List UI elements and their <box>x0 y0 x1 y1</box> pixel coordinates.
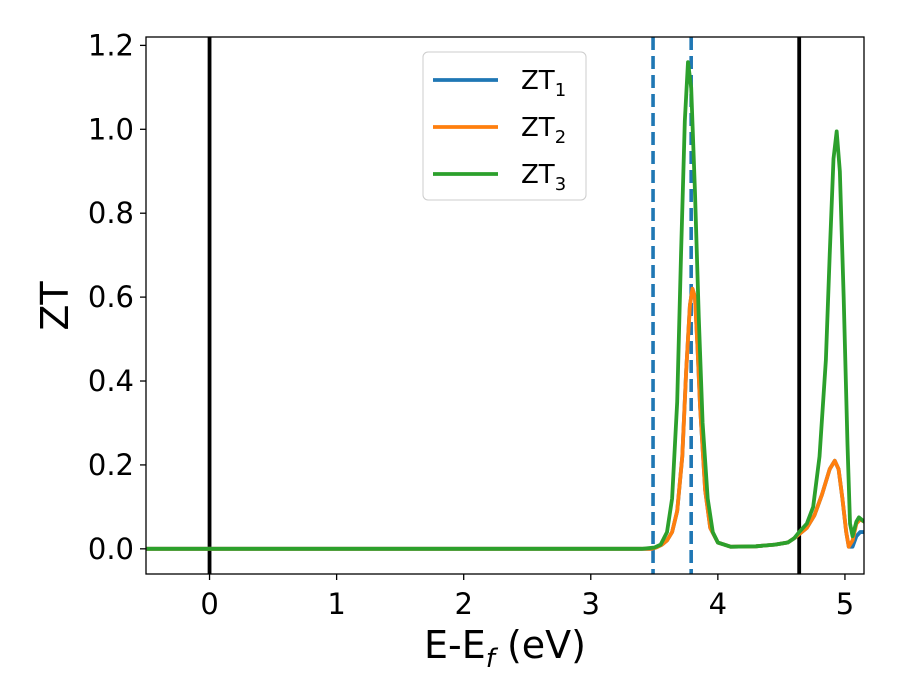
y-tick-label: 0.4 <box>88 364 134 398</box>
legend-label-1: ZT1 <box>521 66 566 101</box>
x-tick-label: 2 <box>454 587 472 621</box>
legend: ZT1 ZT2 ZT3 <box>422 51 587 201</box>
y-tick-label: 0.0 <box>88 532 134 566</box>
x-tick-label: 4 <box>709 587 727 621</box>
y-axis-ticks: 0.0 0.2 0.4 0.6 0.8 1.0 1.2 <box>88 28 146 566</box>
y-tick-label: 1.0 <box>88 112 134 146</box>
y-tick-label: 0.6 <box>88 280 134 314</box>
plot-frame <box>145 36 865 575</box>
x-tick-label: 3 <box>582 587 600 621</box>
legend-frame <box>422 51 587 201</box>
legend-label-3: ZT3 <box>521 160 566 195</box>
x-tick-label: 0 <box>200 587 218 621</box>
x-axis-title: E-Ef (eV) <box>424 623 586 674</box>
y-axis-title: ZT <box>33 281 77 331</box>
x-tick-label: 5 <box>836 587 854 621</box>
y-tick-label: 0.2 <box>88 448 134 482</box>
series-line-3 <box>146 60 864 551</box>
y-tick-label: 0.8 <box>88 196 134 230</box>
series-lines <box>146 60 864 551</box>
x-tick-label: 1 <box>327 587 345 621</box>
y-tick-label: 1.2 <box>88 28 134 62</box>
x-axis-ticks: 0 1 2 3 4 5 <box>200 574 854 621</box>
legend-label-2: ZT2 <box>521 113 566 148</box>
